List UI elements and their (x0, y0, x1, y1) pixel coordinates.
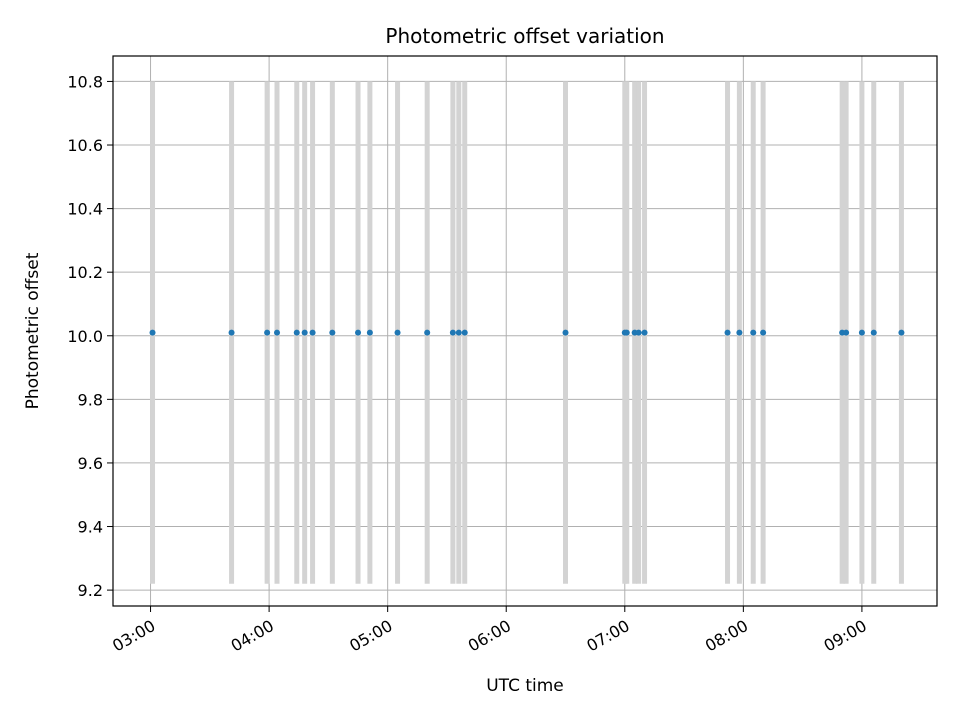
data-point (329, 329, 336, 336)
data-point (641, 329, 648, 336)
y-tick-label: 9.6 (78, 454, 103, 473)
y-tick-label: 9.8 (78, 390, 103, 409)
chart-title: Photometric offset variation (385, 24, 664, 48)
y-tick-label: 10.4 (67, 200, 103, 219)
data-point (898, 329, 905, 336)
data-point (562, 329, 569, 336)
data-point (424, 329, 431, 336)
data-point (623, 329, 630, 336)
data-point (366, 329, 373, 336)
y-tick-label: 10.0 (67, 327, 103, 346)
data-point (870, 329, 877, 336)
data-point (724, 329, 731, 336)
y-tick-label: 9.2 (78, 581, 103, 600)
y-tick-label: 10.2 (67, 263, 103, 282)
data-point (301, 329, 308, 336)
x-axis-label: UTC time (486, 676, 564, 696)
data-point (264, 329, 271, 336)
y-axis-ticks: 9.2 9.4 9.6 9.8 10.0 10.2 10.4 10.6 10.8 (67, 72, 113, 600)
data-point (760, 329, 767, 336)
y-tick-label: 10.6 (67, 136, 103, 155)
data-point (449, 329, 456, 336)
data-point (394, 329, 401, 336)
data-point (455, 329, 462, 336)
data-points (149, 329, 905, 336)
y-axis-label: Photometric offset (23, 252, 43, 409)
data-point (736, 329, 743, 336)
data-point (461, 329, 468, 336)
data-point (635, 329, 642, 336)
data-point (750, 329, 757, 336)
plot-frame (112, 55, 938, 607)
data-point (293, 329, 300, 336)
data-point (309, 329, 316, 336)
data-point (843, 329, 850, 336)
y-tick-label: 9.4 (78, 518, 103, 537)
data-point (228, 329, 235, 336)
data-point (355, 329, 362, 336)
y-tick-label: 10.8 (67, 72, 103, 91)
data-point (274, 329, 281, 336)
data-point (149, 329, 156, 336)
data-point (858, 329, 865, 336)
